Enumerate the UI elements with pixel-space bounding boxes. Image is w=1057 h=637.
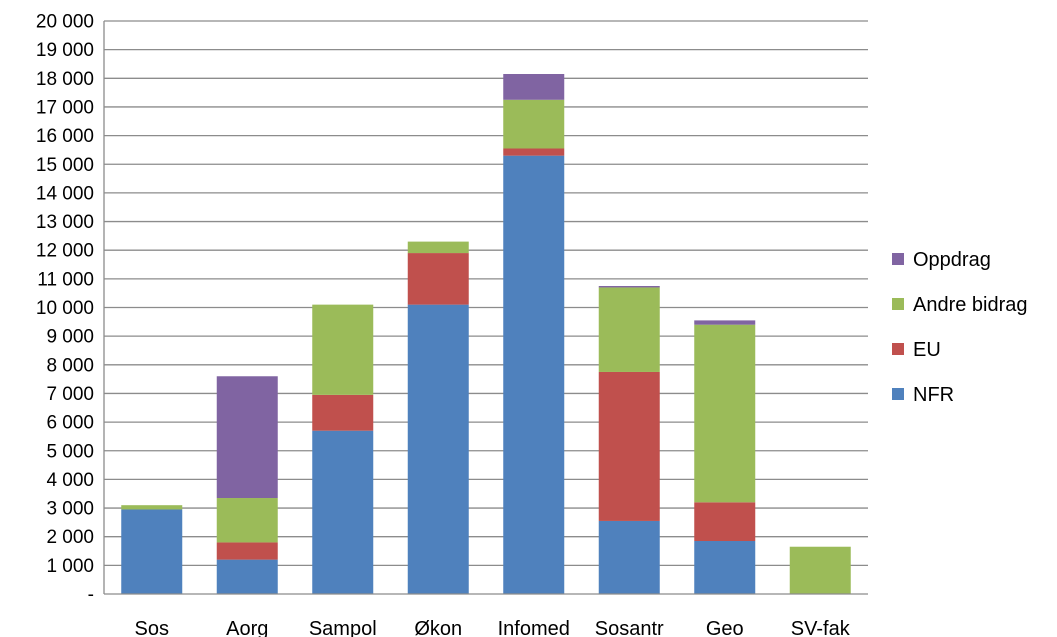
bar-sosantr-eu: [598, 371, 660, 521]
bar-infomed-nfr: [503, 155, 565, 594]
y-tick-label: 12 000: [36, 241, 94, 262]
y-tick-label: 20 000: [36, 12, 94, 33]
y-tick-label: 3 000: [46, 499, 94, 520]
bar-sosantr-andre-bidrag: [598, 287, 660, 372]
bar-sos-nfr: [121, 509, 183, 594]
y-tick-label: 9 000: [46, 327, 94, 348]
y-tick-label: 19 000: [36, 40, 94, 61]
y-tick-label: 14 000: [36, 183, 94, 204]
y-tick-label: 16 000: [36, 126, 94, 147]
bar-okon-eu: [407, 253, 469, 305]
legend-label-andre-bidrag: Andre bidrag: [913, 294, 1028, 316]
x-tick-label: SV-fak: [791, 618, 851, 637]
legend-swatch-eu: [892, 343, 904, 355]
y-tick-label: 18 000: [36, 69, 94, 90]
y-tick-label: 2 000: [46, 527, 94, 548]
bar-sosantr-nfr: [598, 520, 660, 594]
x-tick-label: Sos: [135, 618, 169, 637]
bar-geo-nfr: [694, 540, 756, 594]
y-tick-label: 1 000: [46, 556, 94, 577]
y-tick-label: 7 000: [46, 384, 94, 405]
legend-swatch-oppdrag: [892, 253, 904, 265]
bar-infomed-andre-bidrag: [503, 99, 565, 149]
bar-infomed-eu: [503, 148, 565, 156]
x-tick-labels: Sos Aorg Sampol Økon Infomed Sosantr Geo SV-fak: [135, 618, 851, 637]
y-tick-label: 5 000: [46, 441, 94, 462]
y-tick-label: 6 000: [46, 413, 94, 434]
bar-okon-nfr: [407, 304, 469, 594]
bar-infomed-oppdrag: [503, 74, 565, 100]
bar-geo-andre-bidrag: [694, 324, 756, 503]
legend-label-eu: EU: [913, 339, 941, 361]
bar-sampol-nfr: [312, 430, 374, 594]
x-tick-label: Sosantr: [595, 618, 664, 637]
y-tick-label: 4 000: [46, 470, 94, 491]
x-tick-label: Sampol: [309, 618, 377, 637]
bar-okon-andre-bidrag: [407, 241, 469, 254]
bar-geo-eu: [694, 502, 756, 541]
bar-aorg-eu: [216, 542, 278, 560]
bar-aorg-oppdrag: [216, 376, 278, 499]
bar-sampol-eu: [312, 394, 374, 431]
x-tick-label: Infomed: [498, 618, 570, 637]
bar-sv-fak-andre-bidrag: [789, 546, 851, 594]
x-tick-label: Geo: [706, 618, 744, 637]
y-tick-label: 10 000: [36, 298, 94, 319]
bar-layer: [121, 74, 851, 594]
y-tick-labels: - 1 000 2 000 3 000 4 000 5 000 6 000 7 000 8 00…: [36, 12, 94, 606]
legend-swatch-andre-bidrag: [892, 298, 904, 310]
y-tick-label: 15 000: [36, 155, 94, 176]
legend-swatch-nfr: [892, 388, 904, 400]
bar-sosantr-oppdrag: [598, 286, 660, 288]
legend-label-nfr: NFR: [913, 384, 954, 406]
y-tick-label: 11 000: [37, 269, 94, 290]
y-tick-label: 17 000: [36, 97, 94, 118]
bar-aorg-nfr: [216, 559, 278, 594]
bar-aorg-andre-bidrag: [216, 498, 278, 543]
y-tick-label: 13 000: [36, 212, 94, 233]
y-tick-label: 8 000: [46, 355, 94, 376]
x-tick-label: Aorg: [226, 618, 268, 637]
y-tick-label: -: [88, 585, 94, 606]
bar-sampol-andre-bidrag: [312, 304, 374, 395]
x-tick-label: Økon: [414, 618, 462, 637]
legend: Oppdrag Andre bidrag EU NFR: [892, 249, 1028, 406]
bar-geo-oppdrag: [694, 320, 756, 325]
legend-label-oppdrag: Oppdrag: [913, 249, 991, 271]
axis-layer: [103, 21, 868, 595]
bar-sos-andre-bidrag: [121, 505, 183, 510]
